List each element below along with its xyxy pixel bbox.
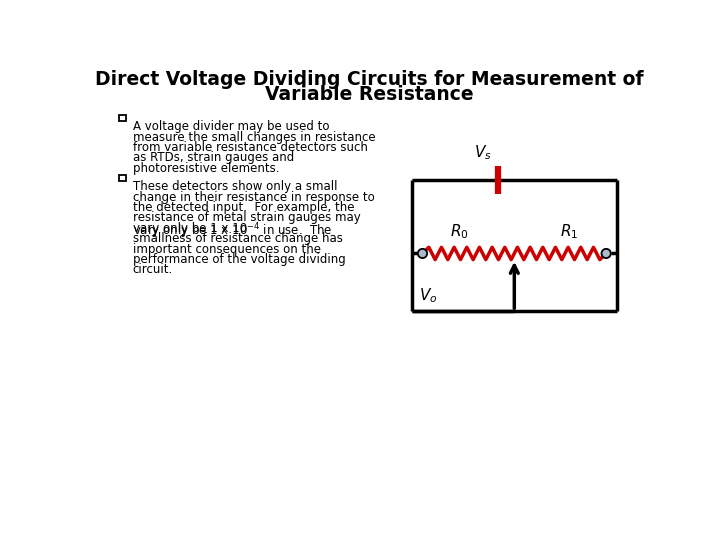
Text: $V_o$: $V_o$ — [419, 286, 438, 305]
Text: smallness of resistance change has: smallness of resistance change has — [132, 232, 343, 245]
Text: important consequences on the: important consequences on the — [132, 242, 320, 255]
Circle shape — [601, 249, 611, 258]
Text: measure the small changes in resistance: measure the small changes in resistance — [132, 131, 375, 144]
Text: These detectors show only a small: These detectors show only a small — [132, 180, 337, 193]
Text: photoresistive elements.: photoresistive elements. — [132, 162, 279, 175]
Text: $R_0$: $R_0$ — [450, 222, 469, 241]
Text: $V_s$: $V_s$ — [474, 143, 492, 162]
Text: Direct Voltage Dividing Circuits for Measurement of: Direct Voltage Dividing Circuits for Mea… — [95, 70, 643, 89]
Text: from variable resistance detectors such: from variable resistance detectors such — [132, 141, 367, 154]
Text: the detected input.  For example, the: the detected input. For example, the — [132, 201, 354, 214]
Bar — [120, 115, 126, 121]
Text: resistance of metal strain gauges may: resistance of metal strain gauges may — [132, 212, 361, 225]
Bar — [120, 175, 126, 181]
Text: vary only be 1 x 10$^{-4}$ in use.  The: vary only be 1 x 10$^{-4}$ in use. The — [132, 222, 332, 241]
Text: A voltage divider may be used to: A voltage divider may be used to — [132, 120, 329, 133]
Circle shape — [418, 249, 427, 258]
Text: vary only be 1 x 10: vary only be 1 x 10 — [132, 222, 247, 235]
Text: performance of the voltage dividing: performance of the voltage dividing — [132, 253, 346, 266]
Text: change in their resistance in response to: change in their resistance in response t… — [132, 191, 374, 204]
Text: as RTDs, strain gauges and: as RTDs, strain gauges and — [132, 151, 294, 164]
Text: circuit.: circuit. — [132, 264, 173, 276]
Text: Variable Resistance: Variable Resistance — [265, 85, 473, 104]
Text: $R_1$: $R_1$ — [560, 222, 579, 241]
